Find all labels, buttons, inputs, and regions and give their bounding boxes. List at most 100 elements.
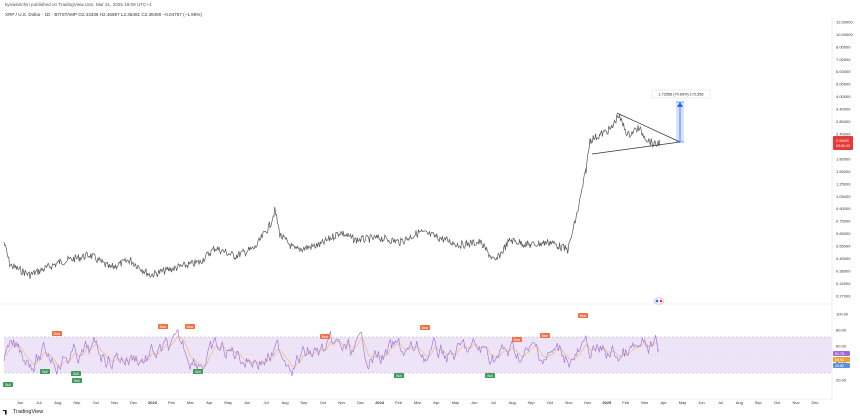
rsi-ma-value-tag [833,357,850,362]
price-axis-label: 2.80000 [836,119,851,124]
time-axis-label: Jun [471,400,477,405]
price-axis-label: 0.55000 [836,244,851,249]
time-axis-label: Mar [641,400,649,405]
price-axis-label: 0.32000 [836,281,851,286]
time-axis-label: Jul [491,400,496,405]
bull-signal-label: Bull [396,374,402,378]
price-axis-label: 6.00000 [836,69,851,74]
bull-signal [40,369,50,374]
price-axis-label: 1.50000 [836,169,851,174]
time-axis-label: Jul [264,400,269,405]
time-axis-label: Aug [54,400,61,405]
time-axis-label: Mar [414,400,422,405]
marker-bubble-icon[interactable] [653,297,665,305]
rsi-axis-label: 80.00 [836,327,847,332]
time-axis-label: Dec [584,400,591,405]
bear-signal-label: Bear [322,335,330,339]
triangle-lower-trendline [591,141,681,155]
time-axis-label: Nov [338,400,345,405]
price-axis-label: 3.40000 [836,107,851,112]
measure-arrow-head [677,102,683,107]
price-axis[interactable]: 12.00000 10.00000 8.00000 7.00000 6.00000 5.0… [836,19,853,298]
price-axis-label: 12.00000 [836,19,853,24]
time-axis-label: Apr [206,400,213,405]
rsi-line [3,328,660,377]
time-axis-label: May [224,400,232,405]
rsi-value-tag [833,351,850,356]
current-price-countdown: 09:50:45 [836,144,850,148]
bear-signal-label: Bear [187,325,195,329]
time-axis-label: May [679,400,687,405]
price-axis-label: 5.00000 [836,82,851,87]
triangle-upper-trendline [616,112,681,143]
publish-info: kyivakolchin published on TradingView.co… [5,2,152,7]
bull-signal-label: Bull [74,379,80,383]
time-axis-label: 2023 [148,400,158,405]
tradingview-logo[interactable]: TradingView [3,409,43,415]
time-axis-label: Sep [755,400,763,405]
time-axis-label: Oct [320,400,327,405]
time-axis[interactable]: Jun Jul Aug Sep Oct Nov Dec 2023 Feb Mar Apr May Jun… [17,400,819,405]
time-axis-label: Nov [111,400,118,405]
bear-signal [158,324,168,329]
price-axis-label: 8.00000 [836,44,851,49]
rsi-third-value: 43.82 [835,364,844,368]
rsi-axis-label: 100.00 [836,311,849,316]
measure-label: 1.72556 (74.69%) 172,556 [659,93,704,97]
bull-signal-label: Bull [73,372,79,376]
bull-signal-label: Bull [487,374,493,378]
time-axis-label: 2025 [602,400,612,405]
time-axis-label: Aug [281,400,288,405]
price-axis-label: 2.40000 [836,131,851,136]
bull-signal [72,378,82,383]
rsi-value: 51.78 [835,352,844,356]
price-axis-label: 0.90000 [836,206,851,211]
time-axis-label: Jun [244,400,250,405]
tradingview-brand: TradingView [13,409,44,415]
bull-signal [394,373,404,378]
price-axis-label: 7.00000 [836,57,851,62]
bull-signal-label: Bull [42,370,48,374]
time-axis-label: Nov [565,400,572,405]
bear-signal [540,333,550,338]
rsi-axis-label: 20.00 [836,377,847,382]
current-price-tag[interactable] [833,136,853,150]
time-axis-label: Sep [73,400,81,405]
bull-signal-label: Bull [5,383,11,387]
price-axis-label: 10.00000 [836,32,853,37]
time-axis-label: Dec [811,400,818,405]
time-axis-label: May [452,400,460,405]
bull-signal [485,373,495,378]
time-axis-label: 2024 [375,400,385,405]
time-axis-label: Apr [433,400,440,405]
time-axis-label: Oct [93,400,100,405]
time-axis-label: Sep [528,400,536,405]
bull-signal [193,369,203,374]
price-axis-label: 4.00000 [836,94,851,99]
time-axis-label: Sep [300,400,308,405]
bear-signal-label: Bear [160,325,168,329]
time-axis-label: Feb [622,400,630,405]
bear-signal-label: Bear [422,326,430,330]
time-axis-label: Oct [774,400,781,405]
rsi-third-value-tag [833,363,850,368]
time-axis-label: Dec [130,400,137,405]
bear-signal [185,324,195,329]
time-axis-label: Aug [509,400,516,405]
price-axis-label: 1.05000 [836,194,851,199]
time-axis-label: Dec [357,400,364,405]
bull-signal [3,382,13,387]
bear-signal-label: Bear [514,338,522,342]
price-axis-label: 1.80000 [836,156,851,161]
measure-label-box [651,89,711,99]
time-axis-label: Jul [718,400,723,405]
time-axis-label: Apr [660,400,667,405]
marker-dot-icon [655,299,659,303]
price-axis-label: 1.25000 [836,181,851,186]
price-axis-label: 0.75000 [836,219,851,224]
bull-signal [71,371,81,376]
price-axis-label: 0.27000 [836,293,851,298]
time-axis-label: Nov [793,400,800,405]
